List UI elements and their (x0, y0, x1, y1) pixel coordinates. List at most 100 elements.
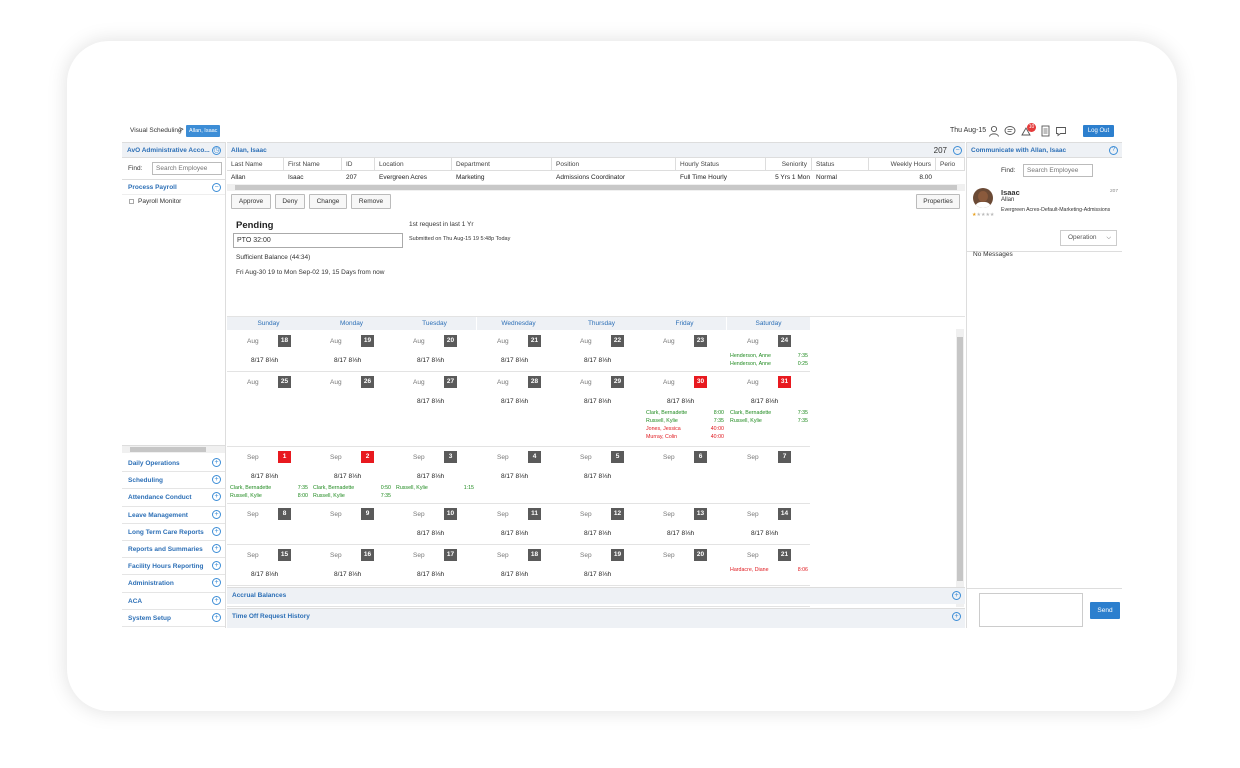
cell-location[interactable]: Evergreen Acres (379, 174, 428, 181)
schedule-entry[interactable]: Jones, Jessica 40:00 (646, 426, 724, 432)
change-button[interactable]: Change (309, 194, 347, 209)
day-number[interactable]: 30 (694, 376, 707, 388)
day-number[interactable]: 21 (528, 335, 541, 347)
search-employee-input[interactable] (1023, 164, 1093, 177)
breadcrumb-root[interactable]: Visual Scheduling (130, 127, 182, 134)
day-number[interactable]: 6 (694, 451, 707, 463)
calendar-day[interactable]: Sep 14 8/17 8⅓h (727, 504, 810, 544)
day-number[interactable]: 1 (278, 451, 291, 463)
calendar-day[interactable]: Sep 11 8/17 8⅓h (477, 504, 560, 544)
expand-icon[interactable]: + (212, 543, 221, 553)
time-off-history-bar[interactable]: Time Off Request History + (227, 608, 965, 628)
schedule-entry[interactable]: Hardacre, Diane 8:06 (730, 567, 808, 573)
day-number[interactable]: 20 (444, 335, 457, 347)
day-number[interactable]: 21 (778, 549, 791, 561)
day-number[interactable]: 25 (278, 376, 291, 388)
expand-icon[interactable]: + (212, 475, 221, 485)
day-number[interactable]: 13 (694, 508, 707, 520)
day-number[interactable]: 18 (278, 335, 291, 347)
expand-icon[interactable]: + (212, 458, 221, 467)
send-button[interactable]: Send (1090, 602, 1120, 619)
day-number[interactable]: 19 (361, 335, 374, 347)
logout-button[interactable]: Log Out (1083, 125, 1114, 137)
calendar-day[interactable]: Aug 21 8/17 8⅓h (477, 331, 560, 371)
expand-icon[interactable]: + (952, 612, 961, 621)
cell-first-name[interactable]: Isaac (288, 174, 304, 181)
nav-facility-hours-reporting[interactable]: Facility Hours Reporting + (122, 558, 225, 576)
calendar-day[interactable]: Sep 2 8/17 8⅓h Clark, Bernadette 0:50 Russell… (310, 447, 393, 503)
cell-hourly-status[interactable]: Full Time Hourly (680, 174, 727, 181)
expand-icon[interactable]: + (952, 591, 961, 600)
calendar-day[interactable]: Sep 15 8/17 8⅓h (227, 545, 310, 585)
schedule-entry[interactable]: Clark, Bernadette 0:50 (313, 485, 391, 491)
section-process-payroll[interactable]: Process Payroll − (122, 180, 225, 195)
calendar-day[interactable]: Sep 10 8/17 8⅓h (393, 504, 476, 544)
day-number[interactable]: 12 (611, 508, 624, 520)
day-number[interactable]: 11 (528, 508, 541, 520)
day-number[interactable]: 16 (361, 549, 374, 561)
search-employee-input[interactable] (152, 162, 222, 175)
schedule-entry[interactable]: Henderson, Anne 7:35 (730, 353, 808, 359)
calendar-day[interactable]: Sep 17 8/17 8⅓h (393, 545, 476, 585)
col-hourly-status[interactable]: Hourly Status (676, 158, 766, 171)
nav-reports-and-summaries[interactable]: Reports and Summaries + (122, 541, 225, 559)
nav-long-term-care-reports[interactable]: Long Term Care Reports + (122, 524, 225, 541)
calendar-day[interactable]: Aug 27 8/17 8⅓h (393, 372, 476, 446)
operation-select[interactable]: Operation ⌵ (1060, 230, 1117, 246)
calendar-day[interactable]: Sep 3 8/17 8⅓h Russell, Kylie 1:15 (393, 447, 476, 503)
day-number[interactable]: 3 (444, 451, 457, 463)
notification-icon[interactable] (1020, 125, 1032, 137)
day-number[interactable]: 24 (778, 335, 791, 347)
day-number[interactable]: 22 (611, 335, 624, 347)
calendar-day[interactable]: Aug 26 (310, 372, 393, 446)
calendar-day[interactable]: Aug 31 8/17 8⅓h Clark, Bernadette 7:35 Russel… (727, 372, 810, 446)
properties-button[interactable]: Properties (916, 194, 960, 209)
calendar-day[interactable]: Sep 18 8/17 8⅓h (477, 545, 560, 585)
minus-icon[interactable]: − (953, 146, 962, 155)
expand-icon[interactable]: + (212, 578, 221, 588)
schedule-entry[interactable]: Russell, Kylie 1:15 (396, 485, 474, 491)
schedule-entry[interactable]: Henderson, Anne 0:25 (730, 361, 808, 367)
calendar-day[interactable]: Sep 4 8/17 8⅓h (477, 447, 560, 503)
expand-icon[interactable]: + (212, 492, 221, 502)
cell-last-name[interactable]: Allan (231, 174, 246, 181)
clock-icon[interactable]: ◷ (212, 146, 221, 155)
col-period[interactable]: Perio (936, 158, 965, 171)
scrollbar-thumb[interactable] (957, 337, 963, 581)
day-number[interactable]: 9 (361, 508, 374, 520)
expand-icon[interactable]: + (212, 595, 221, 605)
calendar-day[interactable]: Aug 18 8/17 8⅓h (227, 331, 310, 371)
nav-daily-operations[interactable]: Daily Operations + (122, 455, 225, 473)
expand-icon[interactable]: + (212, 526, 221, 536)
approve-button[interactable]: Approve (231, 194, 271, 209)
user-icon[interactable] (988, 125, 1000, 137)
help-icon[interactable]: ? (1109, 146, 1118, 155)
expand-icon[interactable]: + (212, 509, 221, 519)
day-number[interactable]: 26 (361, 376, 374, 388)
day-number[interactable]: 18 (528, 549, 541, 561)
collapse-icon[interactable]: − (212, 183, 221, 192)
schedule-entry[interactable]: Russell, Kylie 7:35 (646, 418, 724, 424)
day-number[interactable]: 20 (694, 549, 707, 561)
calendar-day[interactable]: Aug 20 8/17 8⅓h (393, 331, 476, 371)
accrual-balances-bar[interactable]: Accrual Balances + (227, 587, 965, 604)
calendar-day[interactable]: Aug 23 (643, 331, 726, 371)
nav-administration[interactable]: Administration + (122, 575, 225, 593)
schedule-entry[interactable]: Murray, Colin 40:00 (646, 434, 724, 440)
account-header[interactable]: AvO Administrative Acco... ◷ (122, 142, 225, 158)
cell-department[interactable]: Marketing (456, 174, 485, 181)
day-number[interactable]: 31 (778, 376, 791, 388)
col-seniority[interactable]: Seniority (766, 158, 812, 171)
col-department[interactable]: Department (452, 158, 552, 171)
day-number[interactable]: 17 (444, 549, 457, 561)
calendar-day[interactable]: Sep 7 (727, 447, 810, 503)
day-number[interactable]: 10 (444, 508, 457, 520)
day-number[interactable]: 8 (278, 508, 291, 520)
document-icon[interactable] (1039, 125, 1051, 137)
expand-icon[interactable]: + (212, 561, 221, 571)
nav-system-setup[interactable]: System Setup + (122, 610, 225, 627)
scrollbar-thumb[interactable] (235, 185, 957, 190)
col-location[interactable]: Location (375, 158, 452, 171)
cell-id[interactable]: 207 (346, 174, 357, 181)
day-number[interactable]: 4 (528, 451, 541, 463)
